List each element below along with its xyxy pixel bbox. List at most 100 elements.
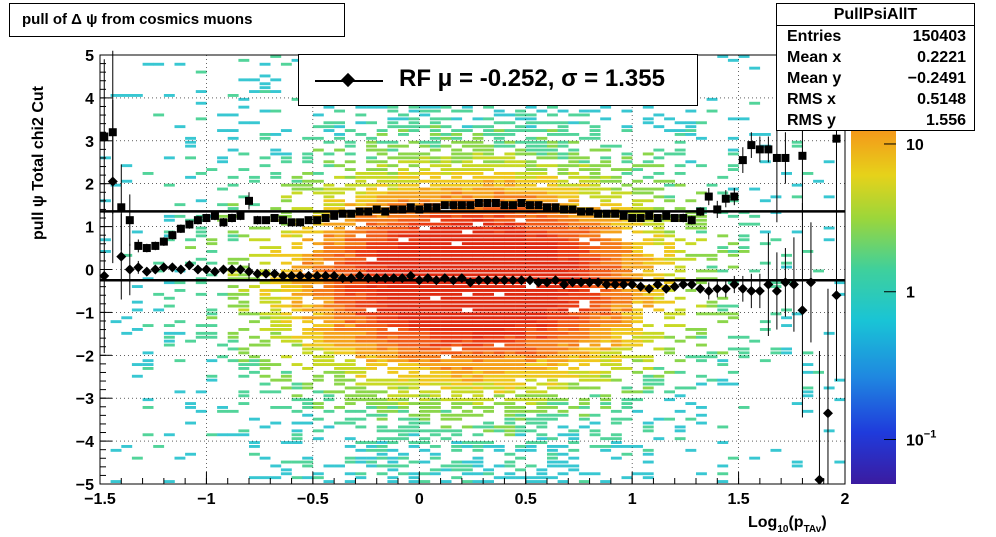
heatmap-cell — [376, 234, 388, 238]
heatmap-cell — [557, 121, 569, 125]
heatmap-cell — [557, 191, 569, 195]
heatmap-cell — [536, 261, 548, 265]
heatmap-cell — [547, 246, 558, 249]
heatmap-cell — [323, 343, 335, 347]
heatmap-cell — [344, 359, 356, 363]
heatmap-cell — [408, 304, 420, 308]
heatmap-cell — [472, 386, 484, 390]
heatmap-cell — [642, 331, 654, 335]
heatmap-cell — [249, 203, 260, 207]
sigma-point — [619, 211, 628, 220]
heatmap-cell — [493, 312, 505, 316]
heatmap-cells — [100, 55, 846, 483]
heatmap-cell — [589, 230, 601, 234]
heatmap-cell — [791, 144, 803, 148]
heatmap-cell — [249, 175, 260, 179]
heatmap-cell — [621, 273, 633, 277]
heatmap-cell — [504, 476, 516, 480]
heatmap-cell — [334, 363, 345, 366]
heatmap-cell — [419, 421, 431, 425]
heatmap-cell — [366, 324, 377, 327]
heatmap-cell — [376, 179, 388, 183]
heatmap-cell — [419, 160, 431, 164]
heatmap-cell — [493, 448, 505, 452]
heatmap-cell — [472, 370, 484, 374]
heatmap-cell — [355, 226, 367, 230]
heatmap-cell — [568, 226, 580, 230]
heatmap-cell — [706, 312, 718, 316]
heatmap-cell — [525, 402, 537, 405]
heatmap-cell — [419, 339, 431, 343]
heatmap-cell — [525, 250, 537, 253]
heatmap-cell — [408, 382, 420, 386]
heatmap-cell — [547, 460, 558, 464]
heatmap-cell — [398, 374, 409, 378]
heatmap-cell — [398, 179, 409, 183]
heatmap-cell — [131, 285, 143, 288]
heatmap-cell — [451, 339, 463, 343]
heatmap-cell — [408, 164, 420, 168]
heatmap-cell — [547, 335, 558, 339]
stats-row-mean-y: Mean y −0.2491 — [777, 68, 974, 89]
heatmap-cell — [131, 363, 143, 366]
heatmap-cell — [259, 359, 271, 363]
heatmap-cell — [312, 261, 324, 265]
heatmap-cell — [610, 359, 622, 363]
heatmap-cell — [578, 374, 590, 378]
heatmap-cell — [376, 269, 388, 273]
heatmap-cell — [461, 168, 473, 171]
heatmap-cell — [376, 199, 388, 203]
heatmap-cell — [461, 289, 473, 292]
heatmap-cell — [515, 347, 526, 351]
heatmap-cell — [568, 355, 580, 359]
heatmap-cell — [366, 351, 377, 355]
mean-point — [456, 273, 467, 284]
heatmap-cell — [131, 374, 143, 378]
heatmap-cell — [302, 187, 314, 191]
heatmap-cell — [536, 285, 548, 288]
heatmap-cell — [408, 121, 420, 125]
heatmap-cell — [504, 281, 516, 285]
heatmap-cell — [419, 382, 431, 386]
heatmap-cell — [589, 370, 601, 374]
heatmap-cell — [696, 230, 707, 234]
heatmap-cell — [632, 390, 643, 394]
heatmap-cell — [642, 335, 654, 339]
heatmap-cell — [419, 214, 431, 218]
heatmap-cell — [440, 320, 452, 324]
heatmap-cell — [376, 355, 388, 359]
heatmap-cell — [312, 289, 324, 292]
heatmap-cell — [696, 413, 707, 417]
heatmap-cell — [259, 90, 271, 93]
sigma-point — [781, 153, 790, 162]
heatmap-cell — [493, 386, 505, 390]
heatmap-cell — [717, 250, 729, 253]
heatmap-cell — [600, 175, 612, 179]
heatmap-cell — [323, 234, 335, 238]
heatmap-cell — [387, 370, 399, 374]
heatmap-cell — [557, 398, 569, 402]
heatmap-cell — [738, 117, 750, 121]
heatmap-cell — [504, 472, 516, 476]
heatmap-cell — [568, 328, 580, 331]
mean-point — [814, 474, 825, 485]
heatmap-cell — [525, 292, 537, 296]
heatmap-cell — [440, 183, 452, 187]
heatmap-cell — [557, 445, 569, 448]
heatmap-cell — [802, 250, 814, 253]
heatmap-cell — [493, 363, 505, 366]
heatmap-cell — [547, 199, 558, 203]
heatmap-cell — [174, 203, 186, 207]
heatmap-cell — [355, 390, 367, 394]
heatmap-cell — [589, 238, 601, 242]
heatmap-cell — [280, 374, 292, 378]
heatmap-cell — [653, 289, 665, 292]
heatmap-cell — [227, 94, 239, 97]
heatmap-cell — [440, 316, 452, 320]
heatmap-cell — [387, 105, 399, 109]
heatmap-cell — [227, 433, 239, 437]
heatmap-cell — [398, 125, 409, 129]
heatmap-cell — [547, 164, 558, 168]
heatmap-cell — [302, 281, 314, 285]
heatmap-cell — [174, 456, 186, 460]
